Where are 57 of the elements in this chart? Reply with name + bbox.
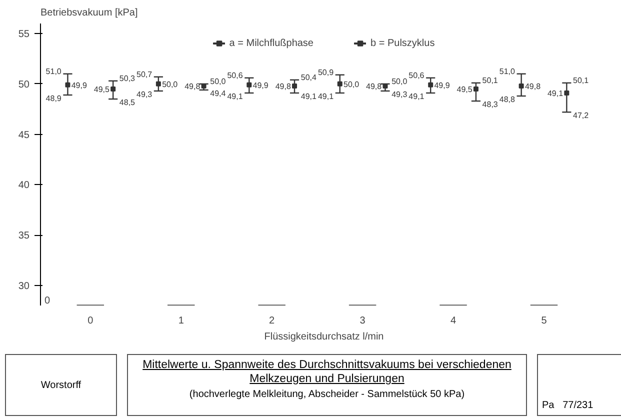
x-tick-label: 1	[178, 316, 184, 326]
y-tick-label: 30	[18, 280, 30, 292]
data-label: 49,8	[366, 82, 382, 91]
y-tick-label: 45	[18, 130, 30, 141]
annotation: 50,1	[482, 76, 498, 85]
annotation: 0	[44, 296, 50, 306]
data-label: 49,5	[456, 84, 473, 94]
x-tick-label: 3	[360, 316, 366, 326]
x-tick-label: 0	[88, 316, 94, 326]
annotation: 48,8	[499, 95, 516, 104]
annotation: 50,0	[392, 76, 408, 86]
text: Pa 77/231	[542, 400, 594, 411]
x-axis-title: Flüssigkeitsdurchsatz l/min	[264, 332, 384, 342]
annotation: 50,9	[318, 68, 334, 77]
data-label: 49,5	[94, 84, 110, 94]
annotation: 49,1	[408, 92, 425, 101]
data-label: 50,0	[162, 80, 178, 89]
text: Worstorff	[40, 379, 82, 393]
annotation: 50,6	[227, 70, 244, 80]
x-tick-label: 2	[269, 316, 276, 326]
y-tick-label: 40	[18, 180, 30, 192]
data-label: 49,8	[524, 82, 542, 91]
data-label: 49,9	[434, 80, 450, 90]
data-label: 49,8	[275, 82, 292, 91]
annotation: 50,4	[300, 72, 317, 82]
text: Mittelwerte u. Spannweite des Durchschnittsvakuums bei verschiedenen Melkzeugen und Pulsierungen	[142, 358, 512, 386]
annotation: 49,3	[136, 90, 153, 99]
annotation: 49,1	[318, 92, 334, 101]
data-label: 49,9	[71, 80, 88, 90]
y-axis-title: Betriebsvakuum [kPa]	[40, 8, 138, 18]
legend-label: a = Milchflußphase	[229, 38, 314, 48]
text: (hochverlegte Melkleitung, Abscheider - Sammelstück 50 kPa)	[188, 388, 466, 402]
annotation: 51,0	[46, 66, 62, 76]
data-label: 49,1	[547, 88, 564, 98]
annotation: 50,1	[573, 76, 590, 85]
y-tick-label: 55	[18, 29, 30, 40]
x-tick-label: 4	[450, 316, 456, 326]
annotation: 49,1	[227, 92, 244, 101]
annotation: 48,3	[482, 100, 498, 110]
annotation: 50,6	[408, 70, 425, 80]
legend-label: b = Pulszyklus	[370, 38, 435, 48]
annotation: 49,3	[392, 90, 408, 99]
annotation: 50,3	[119, 74, 136, 83]
annotation: 49,4	[210, 88, 226, 98]
annotation: 47,2	[573, 111, 590, 120]
y-tick-label: 35	[18, 230, 30, 242]
data-label: 49,9	[252, 80, 269, 90]
annotation: 50,7	[136, 70, 153, 79]
data-label: 50,0	[344, 80, 360, 89]
x-tick-label: 5	[541, 316, 548, 326]
annotation: 48,5	[119, 98, 136, 108]
annotation: 49,1	[300, 92, 317, 101]
data-label: 49,8	[184, 82, 201, 91]
annotation: 51,0	[499, 66, 516, 76]
y-tick-label: 50	[18, 79, 30, 90]
annotation: 48,9	[46, 94, 62, 104]
annotation: 50,0	[210, 76, 226, 86]
